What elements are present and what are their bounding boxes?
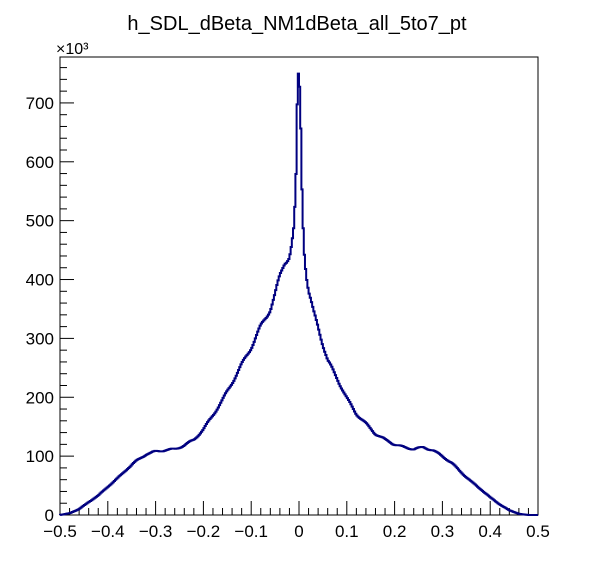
x-tick-label: 0.4 [478, 522, 502, 541]
x-tick-label: −0.4 [91, 522, 125, 541]
y-tick-label: 0 [45, 506, 54, 525]
y-tick-label: 100 [26, 447, 54, 466]
y-tick-label: 600 [26, 153, 54, 172]
x-tick-label: −0.5 [43, 522, 77, 541]
x-tick-label: 0.1 [335, 522, 359, 541]
x-tick-label: 0.5 [526, 522, 550, 541]
y-axis-ticks: 0 100 200 300 400 500 600 700 [26, 67, 74, 525]
x-axis-ticks: −0.5 −0.4 −0.3 −0.2 −0.1 0 0.1 0.2 0.3 0.4 0.5 [43, 501, 550, 541]
y-multiplier-label: ×10³ [56, 41, 89, 58]
x-tick-label: −0.2 [187, 522, 221, 541]
y-tick-label: 700 [26, 94, 54, 113]
x-tick-label: 0.2 [383, 522, 407, 541]
x-tick-label: 0.3 [431, 522, 455, 541]
histogram-line [59, 72, 538, 516]
x-tick-label: −0.3 [139, 522, 173, 541]
chart-title: h_SDL_dBeta_NM1dBeta_all_5to7_pt [127, 13, 467, 35]
x-tick-label: −0.1 [234, 522, 268, 541]
plot-frame [59, 56, 539, 516]
y-tick-label: 300 [26, 329, 54, 348]
y-tick-label: 500 [26, 212, 54, 231]
y-tick-label: 400 [26, 271, 54, 290]
x-tick-label: 0 [294, 522, 303, 541]
y-tick-label: 200 [26, 388, 54, 407]
histogram-series [59, 72, 538, 516]
